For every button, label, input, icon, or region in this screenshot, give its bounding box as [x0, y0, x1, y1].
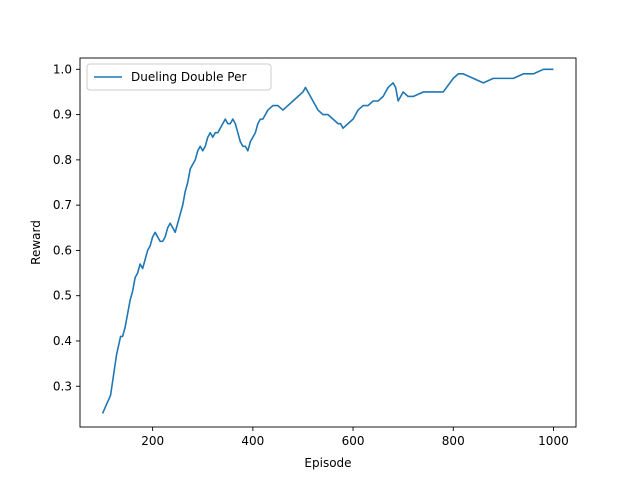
plot-area: [80, 58, 576, 427]
y-axis-label: Reward: [29, 220, 43, 265]
legend-box: [86, 63, 272, 91]
axes-frame: [79, 57, 577, 428]
series-line: [101, 68, 554, 414]
y-tick-label: 0.5: [53, 289, 72, 303]
axes-layer: 200 400 600 800 1000 0.3 0.4 0.5 0.6 0.7 0.8 0.9 1.0: [53, 57, 577, 448]
y-tick-label: 0.7: [53, 198, 72, 212]
x-tick-label: 600: [342, 434, 365, 448]
x-axis-label: Episode: [304, 456, 351, 470]
legend: Dueling Double Per: [86, 63, 272, 91]
y-tick-label: 0.4: [53, 334, 72, 348]
y-tick-label: 0.6: [53, 243, 72, 257]
y-tick-label: 0.8: [53, 153, 72, 167]
series-layer: [101, 68, 554, 414]
x-tick-label: 1000: [538, 434, 569, 448]
y-tick-label: 0.3: [53, 379, 72, 393]
x-tick-label: 800: [442, 434, 465, 448]
x-tick-label: 200: [141, 434, 164, 448]
y-tick-label: 0.9: [53, 108, 72, 122]
plot-background: [80, 58, 576, 427]
x-tick-label: 400: [241, 434, 264, 448]
legend-label: Dueling Double Per: [131, 70, 246, 84]
y-tick-label: 1.0: [53, 62, 72, 76]
